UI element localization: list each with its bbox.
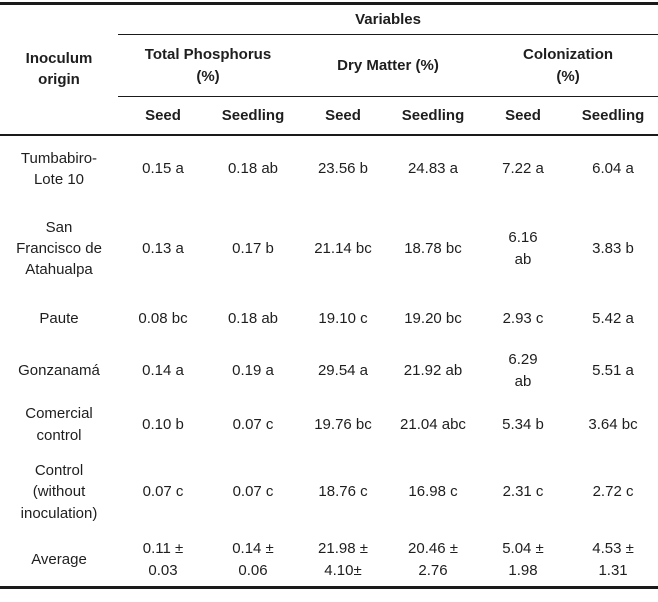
data-cell: 3.83 b — [592, 239, 634, 257]
data-cell: 0.14 ± 0.06 — [232, 540, 274, 579]
data-cell: 0.14 a — [142, 361, 184, 379]
data-cell: 18.76 c — [318, 483, 368, 501]
sub-header-seedling: Seedling — [568, 96, 658, 136]
row-label: San Francisco de Atahualpa — [16, 218, 102, 279]
data-cell: 2.31 c — [502, 483, 544, 501]
table-row: Comercial control 0.10 b 0.07 c 19.76 bc… — [0, 399, 658, 451]
sub-header-seed: Seed — [298, 96, 388, 136]
table-row: Average 0.11 ± 0.03 0.14 ± 0.06 21.98 ± … — [0, 534, 658, 588]
data-cell: 18.78 bc — [404, 239, 462, 257]
data-cell: 2.72 c — [592, 483, 634, 501]
data-cell: 19.10 c — [318, 309, 368, 327]
data-cell: 21.98 ± 4.10± — [318, 540, 368, 579]
table-row: Paute 0.08 bc 0.18 ab 19.10 c 19.20 bc 2… — [0, 295, 658, 343]
sub-header-seedling: Seedling — [388, 96, 478, 136]
row-label: Tumbabiro- Lote 10 — [20, 149, 98, 188]
data-cell: 29.54 a — [317, 361, 369, 379]
data-cell: 21.92 ab — [403, 361, 463, 379]
data-cell: 4.53 ± 1.31 — [592, 540, 634, 579]
data-cell: 5.51 a — [592, 361, 634, 379]
data-cell: 0.13 a — [142, 239, 184, 257]
group-header-colonization: Colonization (%) — [478, 34, 658, 97]
row-label: Gonzanamá — [18, 361, 100, 379]
row-label: Control (without inoculation) — [20, 462, 98, 522]
row-label: Average — [31, 551, 87, 569]
data-cell: 0.15 a — [142, 160, 184, 178]
data-cell: 0.11 ± 0.03 — [142, 540, 184, 579]
data-cell: 0.18 ab — [227, 160, 279, 178]
data-cell: 21.04 abc — [400, 415, 466, 433]
group-header-total-phosphorus: Total Phosphorus (%) — [118, 34, 298, 97]
data-cell: 2.93 c — [502, 309, 544, 327]
data-cell: 6.29 ab — [508, 351, 538, 390]
data-cell: 16.98 c — [408, 483, 458, 501]
data-cell: 21.14 bc — [314, 239, 372, 257]
data-cell: 19.76 bc — [314, 415, 372, 433]
data-cell: 0.07 c — [232, 415, 274, 433]
sub-header-seed: Seed — [478, 96, 568, 136]
row-label: Paute — [39, 309, 79, 327]
data-cell: 19.20 bc — [404, 309, 462, 327]
data-cell: 6.04 a — [592, 160, 634, 178]
data-cell: 0.08 bc — [138, 309, 188, 327]
table-row: San Francisco de Atahualpa 0.13 a 0.17 b… — [0, 203, 658, 295]
data-cell: 6.16 ab — [508, 229, 538, 268]
data-cell: 5.34 b — [502, 415, 544, 433]
data-cell: 0.17 b — [232, 239, 274, 257]
data-cell: 0.07 c — [142, 483, 184, 501]
data-cell: 20.46 ± 2.76 — [408, 540, 458, 579]
sub-header-seed: Seed — [118, 96, 208, 136]
table-row: Gonzanamá 0.14 a 0.19 a 29.54 a 21.92 ab… — [0, 343, 658, 399]
data-cell: 24.83 a — [407, 160, 459, 178]
data-cell: 0.19 a — [232, 361, 274, 379]
group-header-dry-matter: Dry Matter (%) — [298, 34, 478, 97]
sub-header-seedling: Seedling — [208, 96, 298, 136]
variables-header: Variables — [118, 3, 658, 35]
data-cell: 3.64 bc — [588, 415, 638, 433]
table-row: Tumbabiro- Lote 10 0.15 a 0.18 ab 23.56 … — [0, 135, 658, 203]
data-cell: 0.18 ab — [227, 309, 279, 327]
corner-header-inoculum-origin: Inoculum origin — [0, 3, 118, 136]
data-cell: 0.10 b — [142, 415, 184, 433]
data-cell: 5.42 a — [592, 309, 634, 327]
row-label: Comercial control — [25, 405, 93, 444]
data-cell: 5.04 ± 1.98 — [502, 540, 544, 579]
data-cell: 7.22 a — [502, 160, 544, 178]
data-cell: 23.56 b — [317, 160, 369, 178]
results-table: Inoculum origin Variables Total Phosphor… — [0, 2, 658, 589]
data-cell: 0.07 c — [232, 483, 274, 501]
table-row: Control (without inoculation) 0.07 c 0.0… — [0, 451, 658, 534]
